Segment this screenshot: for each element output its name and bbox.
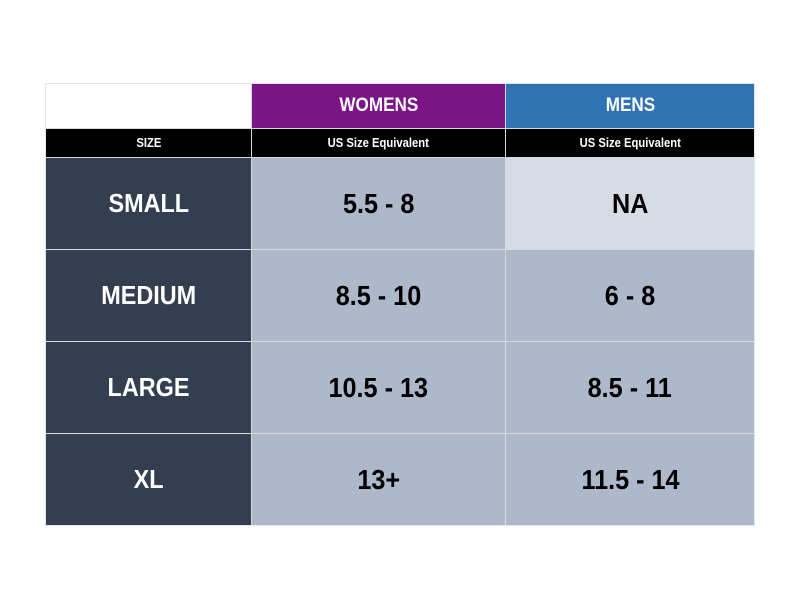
size-label: XL bbox=[133, 464, 164, 494]
womens-cell-small: 5.5 - 8 bbox=[252, 158, 505, 249]
womens-cell-medium: 8.5 - 10 bbox=[252, 250, 505, 341]
womens-cell-xl: 13+ bbox=[252, 434, 505, 525]
womens-subheader-label: US Size Equivalent bbox=[327, 136, 430, 150]
womens-header-label: WOMENS bbox=[339, 95, 418, 116]
size-label: LARGE bbox=[107, 372, 190, 402]
womens-value: 8.5 - 10 bbox=[335, 279, 422, 311]
size-cell-large: LARGE bbox=[46, 342, 251, 433]
mens-header-label: MENS bbox=[605, 95, 655, 116]
mens-subheader: US Size Equivalent bbox=[506, 129, 754, 157]
mens-value: 6 - 8 bbox=[604, 279, 656, 311]
size-chart-table: WOMENS MENS SIZE US Size Equivalent US S… bbox=[45, 83, 755, 526]
size-cell-xl: XL bbox=[46, 434, 251, 525]
mens-subheader-label: US Size Equivalent bbox=[579, 136, 681, 150]
mens-value: 11.5 - 14 bbox=[580, 463, 680, 495]
womens-value: 10.5 - 13 bbox=[328, 371, 429, 403]
corner-cell bbox=[46, 84, 251, 128]
size-subheader: SIZE bbox=[46, 129, 251, 157]
size-label: MEDIUM bbox=[101, 280, 196, 310]
mens-value: 8.5 - 11 bbox=[587, 371, 673, 403]
mens-cell-large: 8.5 - 11 bbox=[506, 342, 754, 433]
womens-value: 5.5 - 8 bbox=[342, 187, 415, 219]
size-label: SMALL bbox=[108, 188, 189, 218]
size-cell-medium: MEDIUM bbox=[46, 250, 251, 341]
size-cell-small: SMALL bbox=[46, 158, 251, 249]
womens-cell-large: 10.5 - 13 bbox=[252, 342, 505, 433]
mens-cell-small: NA bbox=[506, 158, 754, 249]
size-subheader-label: SIZE bbox=[135, 136, 162, 150]
mens-cell-medium: 6 - 8 bbox=[506, 250, 754, 341]
mens-value: NA bbox=[611, 187, 649, 219]
womens-subheader: US Size Equivalent bbox=[252, 129, 505, 157]
womens-value: 13+ bbox=[357, 463, 400, 495]
mens-header: MENS bbox=[506, 84, 754, 128]
womens-header: WOMENS bbox=[252, 84, 505, 128]
mens-cell-xl: 11.5 - 14 bbox=[506, 434, 754, 525]
